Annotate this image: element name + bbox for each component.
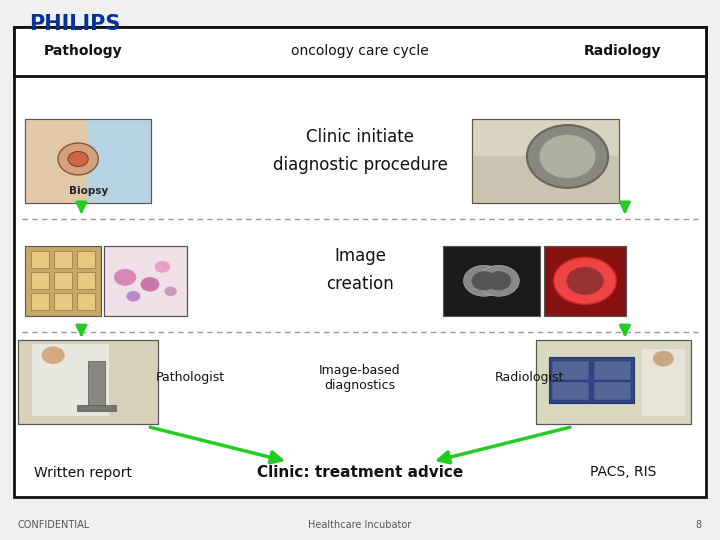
- Text: Written report: Written report: [34, 465, 132, 480]
- Text: oncology care cycle: oncology care cycle: [291, 44, 429, 58]
- Circle shape: [472, 272, 496, 290]
- Circle shape: [42, 347, 64, 363]
- Circle shape: [567, 267, 603, 294]
- Bar: [54, 251, 72, 268]
- Circle shape: [464, 265, 505, 296]
- Bar: [104, 246, 187, 316]
- Bar: [544, 246, 626, 316]
- Bar: [32, 345, 109, 416]
- Bar: [31, 272, 50, 289]
- Text: Image-based
diagnostics: Image-based diagnostics: [319, 364, 401, 392]
- Circle shape: [127, 291, 140, 301]
- Bar: [104, 246, 187, 316]
- Bar: [76, 251, 95, 268]
- Bar: [536, 340, 691, 424]
- Bar: [594, 361, 631, 380]
- Bar: [76, 293, 95, 310]
- Bar: [25, 119, 151, 202]
- Bar: [89, 361, 105, 407]
- Bar: [14, 27, 706, 76]
- Circle shape: [141, 278, 159, 291]
- Bar: [54, 293, 72, 310]
- Bar: [472, 157, 619, 202]
- Text: Biopsy: Biopsy: [68, 186, 108, 196]
- Bar: [443, 246, 540, 316]
- Circle shape: [478, 265, 519, 296]
- Ellipse shape: [539, 134, 595, 178]
- Bar: [31, 293, 50, 310]
- Text: Radiologist: Radiologist: [495, 372, 564, 384]
- Bar: [25, 119, 151, 202]
- Circle shape: [487, 272, 511, 290]
- Text: PHILIPS: PHILIPS: [29, 14, 120, 33]
- Bar: [594, 382, 631, 401]
- Circle shape: [554, 257, 616, 305]
- Bar: [18, 340, 158, 424]
- Bar: [472, 119, 619, 202]
- Text: CONFIDENTIAL: CONFIDENTIAL: [18, 520, 90, 530]
- Circle shape: [114, 269, 136, 285]
- Text: Image
creation: Image creation: [326, 247, 394, 293]
- Bar: [544, 246, 626, 316]
- Bar: [18, 340, 158, 424]
- Bar: [536, 340, 691, 424]
- Bar: [25, 119, 94, 202]
- Bar: [14, 27, 706, 497]
- Circle shape: [653, 351, 673, 366]
- Text: Healthcare Incubator: Healthcare Incubator: [308, 520, 412, 530]
- Bar: [76, 272, 95, 289]
- Text: Clinic: treatment advice: Clinic: treatment advice: [257, 465, 463, 480]
- Text: Pathologist: Pathologist: [156, 372, 225, 384]
- Ellipse shape: [527, 125, 608, 188]
- Bar: [552, 361, 589, 380]
- Text: PACS, RIS: PACS, RIS: [590, 465, 656, 480]
- Text: Radiology: Radiology: [584, 44, 662, 58]
- Bar: [89, 119, 151, 202]
- Bar: [549, 357, 634, 403]
- Bar: [552, 382, 589, 401]
- Bar: [54, 272, 72, 289]
- Bar: [77, 404, 117, 411]
- Bar: [472, 119, 619, 202]
- Text: 8: 8: [696, 520, 702, 530]
- Text: Clinic initiate
diagnostic procedure: Clinic initiate diagnostic procedure: [273, 129, 447, 174]
- Bar: [31, 251, 50, 268]
- Text: Pathology: Pathology: [43, 44, 122, 58]
- Bar: [25, 246, 101, 316]
- Bar: [642, 349, 685, 416]
- Ellipse shape: [68, 151, 89, 166]
- Circle shape: [155, 261, 170, 272]
- Circle shape: [165, 287, 176, 296]
- Ellipse shape: [58, 143, 98, 175]
